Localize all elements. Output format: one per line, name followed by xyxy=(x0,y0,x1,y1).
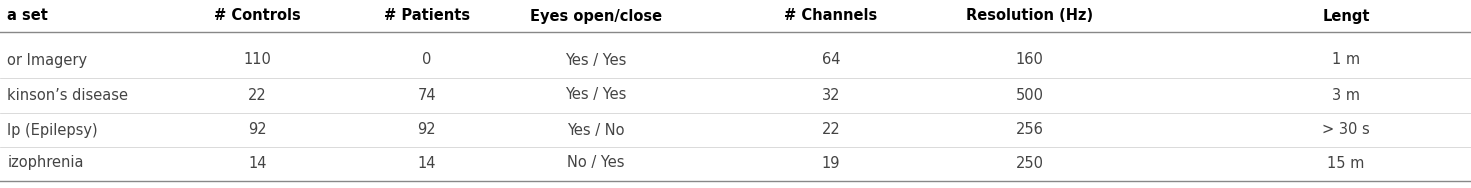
Text: Eyes open/close: Eyes open/close xyxy=(530,8,662,24)
Text: # Channels: # Channels xyxy=(784,8,878,24)
Text: 74: 74 xyxy=(418,87,435,102)
Text: a set: a set xyxy=(7,8,49,24)
Text: Yes / No: Yes / No xyxy=(566,123,625,137)
Text: 500: 500 xyxy=(1015,87,1044,102)
Text: Resolution (Hz): Resolution (Hz) xyxy=(966,8,1093,24)
Text: 0: 0 xyxy=(422,52,431,67)
Text: lp (Epilepsy): lp (Epilepsy) xyxy=(7,123,99,137)
Text: No / Yes: No / Yes xyxy=(566,155,625,171)
Text: or Imagery: or Imagery xyxy=(7,52,87,67)
Text: 92: 92 xyxy=(418,123,435,137)
Text: 110: 110 xyxy=(244,52,271,67)
Text: 64: 64 xyxy=(822,52,840,67)
Text: Lengt: Lengt xyxy=(1322,8,1370,24)
Text: # Controls: # Controls xyxy=(215,8,300,24)
Text: 250: 250 xyxy=(1015,155,1044,171)
Text: > 30 s: > 30 s xyxy=(1322,123,1370,137)
Text: 256: 256 xyxy=(1016,123,1043,137)
Text: Yes / Yes: Yes / Yes xyxy=(565,52,627,67)
Text: izophrenia: izophrenia xyxy=(7,155,84,171)
Text: 3 m: 3 m xyxy=(1331,87,1361,102)
Text: # Patients: # Patients xyxy=(384,8,469,24)
Text: 22: 22 xyxy=(249,87,266,102)
Text: 92: 92 xyxy=(249,123,266,137)
Text: 14: 14 xyxy=(418,155,435,171)
Text: Yes / Yes: Yes / Yes xyxy=(565,87,627,102)
Text: 19: 19 xyxy=(822,155,840,171)
Text: 160: 160 xyxy=(1016,52,1043,67)
Text: 15 m: 15 m xyxy=(1327,155,1365,171)
Text: 14: 14 xyxy=(249,155,266,171)
Text: 32: 32 xyxy=(822,87,840,102)
Text: kinson’s disease: kinson’s disease xyxy=(7,87,128,102)
Text: 22: 22 xyxy=(822,123,840,137)
Text: 1 m: 1 m xyxy=(1331,52,1361,67)
